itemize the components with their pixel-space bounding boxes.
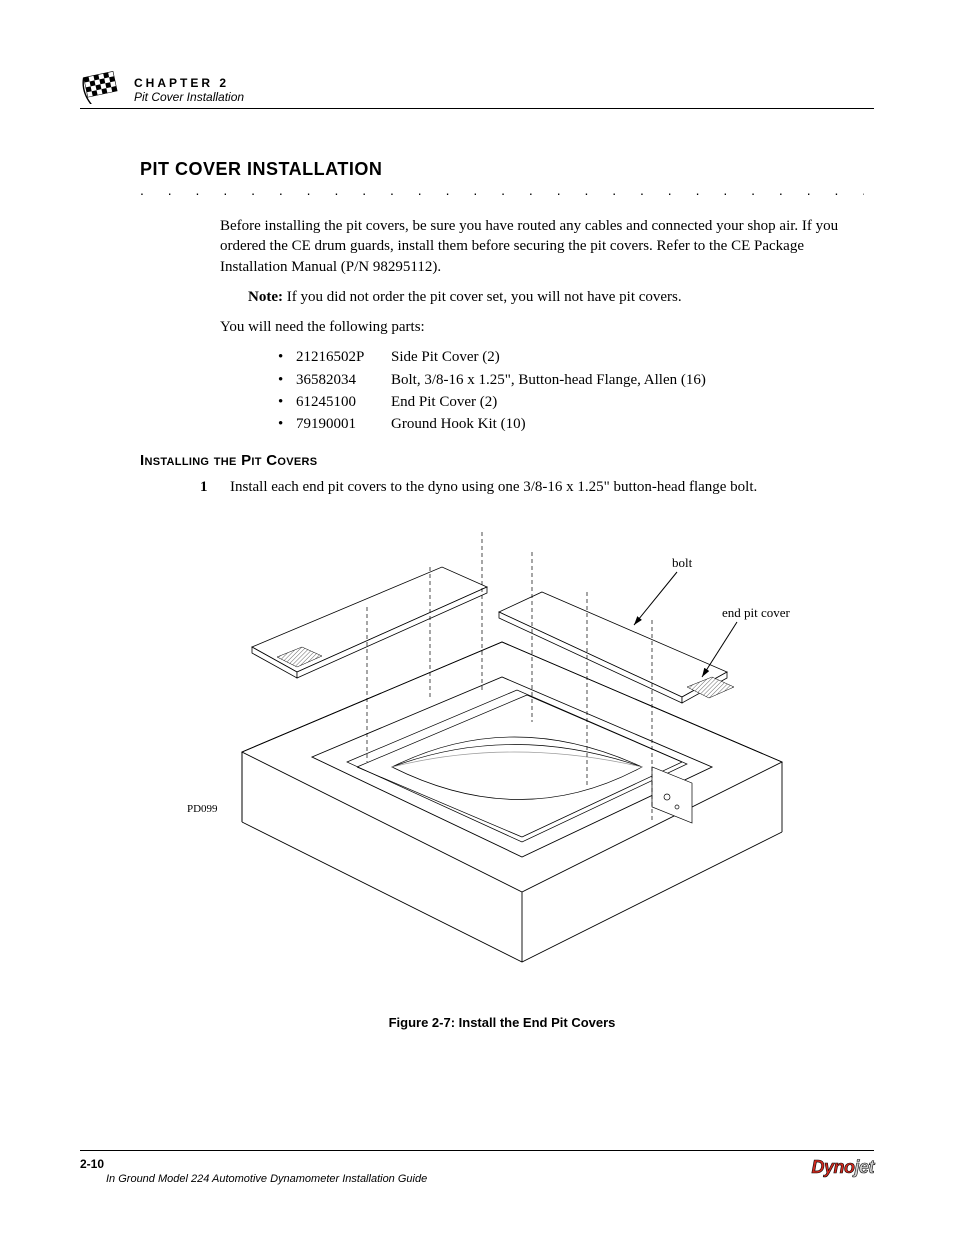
note-text: If you did not order the pit cover set, … [283, 289, 682, 305]
page-footer: 2-10 In Ground Model 224 Automotive Dyna… [80, 1150, 874, 1185]
content-area: PIT COVER INSTALLATION . . . . . . . . .… [140, 159, 864, 1030]
list-item: 79190001Ground Hook Kit (10) [278, 414, 864, 434]
callout-bolt: bolt [672, 555, 693, 570]
list-item: 36582034Bolt, 3/8-16 x 1.25", Button-hea… [278, 370, 864, 390]
chapter-label: CHAPTER 2 [134, 76, 244, 90]
figure-caption: Figure 2-7: Install the End Pit Covers [182, 1015, 822, 1030]
dotted-rule: . . . . . . . . . . . . . . . . . . . . … [140, 182, 864, 198]
footer-left: 2-10 In Ground Model 224 Automotive Dyna… [80, 1157, 427, 1185]
sub-heading: Installing the Pit Covers [140, 452, 864, 469]
callout-cover: end pit cover [722, 605, 791, 620]
list-item: 21216502PSide Pit Cover (2) [278, 347, 864, 367]
list-item: 61245100End Pit Cover (2) [278, 392, 864, 412]
logo-red: Dyno [811, 1157, 854, 1177]
note-line: Note: If you did not order the pit cover… [248, 287, 864, 307]
checkered-flag-icon [80, 70, 124, 104]
diagram-svg: bolt end pit cover PD099 [182, 512, 822, 992]
figure-ref: PD099 [187, 803, 218, 815]
dyno-assembly [347, 690, 692, 842]
guide-name: In Ground Model 224 Automotive Dynamomet… [106, 1173, 427, 1185]
dynojet-logo: Dynojet [811, 1157, 874, 1178]
parts-list: 21216502PSide Pit Cover (2) 36582034Bolt… [220, 347, 864, 434]
figure: bolt end pit cover PD099 Figure 2-7: Ins… [182, 512, 822, 1030]
step-text: Install each end pit covers to the dyno … [230, 477, 757, 497]
note-label: Note: [248, 289, 283, 305]
right-cover [499, 592, 734, 703]
page-number: 2-10 [80, 1157, 427, 1171]
page: CHAPTER 2 Pit Cover Installation PIT COV… [0, 0, 954, 1235]
step-1: 1 Install each end pit covers to the dyn… [200, 477, 864, 497]
step-number: 1 [200, 477, 230, 497]
left-cover [252, 567, 487, 678]
section-title: PIT COVER INSTALLATION [140, 159, 864, 180]
chapter-subtitle: Pit Cover Installation [134, 90, 244, 104]
body-text: Before installing the pit covers, be sur… [220, 216, 864, 434]
page-header: CHAPTER 2 Pit Cover Installation [80, 70, 874, 109]
intro-paragraph-2: You will need the following parts: [220, 317, 864, 337]
logo-gray: jet [854, 1157, 874, 1177]
intro-paragraph-1: Before installing the pit covers, be sur… [220, 216, 864, 277]
